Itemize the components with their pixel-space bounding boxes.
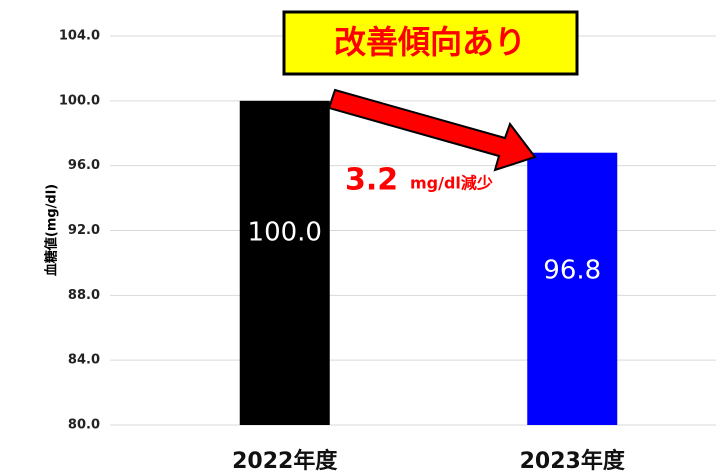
y-tick-label: 100.0 xyxy=(59,93,100,108)
y-tick-label: 92.0 xyxy=(68,223,100,238)
headline-box xyxy=(282,10,579,76)
x-tick-label: 2022年度 xyxy=(232,448,338,474)
value-label: 96.8 xyxy=(543,255,601,285)
change-unit: mg/dl減少 xyxy=(410,174,493,193)
y-tick-label: 104.0 xyxy=(59,29,100,44)
value-label: 100.0 xyxy=(248,217,322,247)
annotation-arrow xyxy=(327,88,537,172)
headline: 改善傾向あり xyxy=(334,23,526,61)
y-axis-label: 血糖値(mg/dl) xyxy=(44,184,60,276)
y-tick-label: 84.0 xyxy=(68,353,100,368)
x-tick-label: 2023年度 xyxy=(520,448,626,474)
bar xyxy=(239,100,330,425)
y-tick-label: 96.0 xyxy=(68,158,100,173)
y-tick-label: 88.0 xyxy=(68,288,100,303)
plot-area: 80.0 84.0 88.0 92.0 96.0 100.0 104.0 2022年度 100.… xyxy=(59,29,716,474)
change-value: 3.2 xyxy=(345,163,398,198)
y-tick-label: 80.0 xyxy=(68,418,100,433)
bar xyxy=(527,152,618,425)
